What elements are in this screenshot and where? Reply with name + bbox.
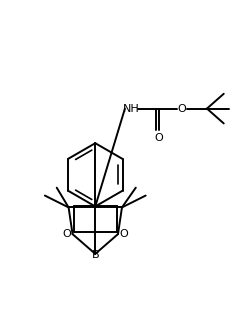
Text: O: O [62, 229, 71, 239]
Text: O: O [154, 133, 163, 143]
Text: B: B [92, 250, 99, 260]
Text: NH: NH [122, 104, 139, 114]
Text: O: O [178, 104, 187, 114]
Text: O: O [120, 229, 128, 239]
